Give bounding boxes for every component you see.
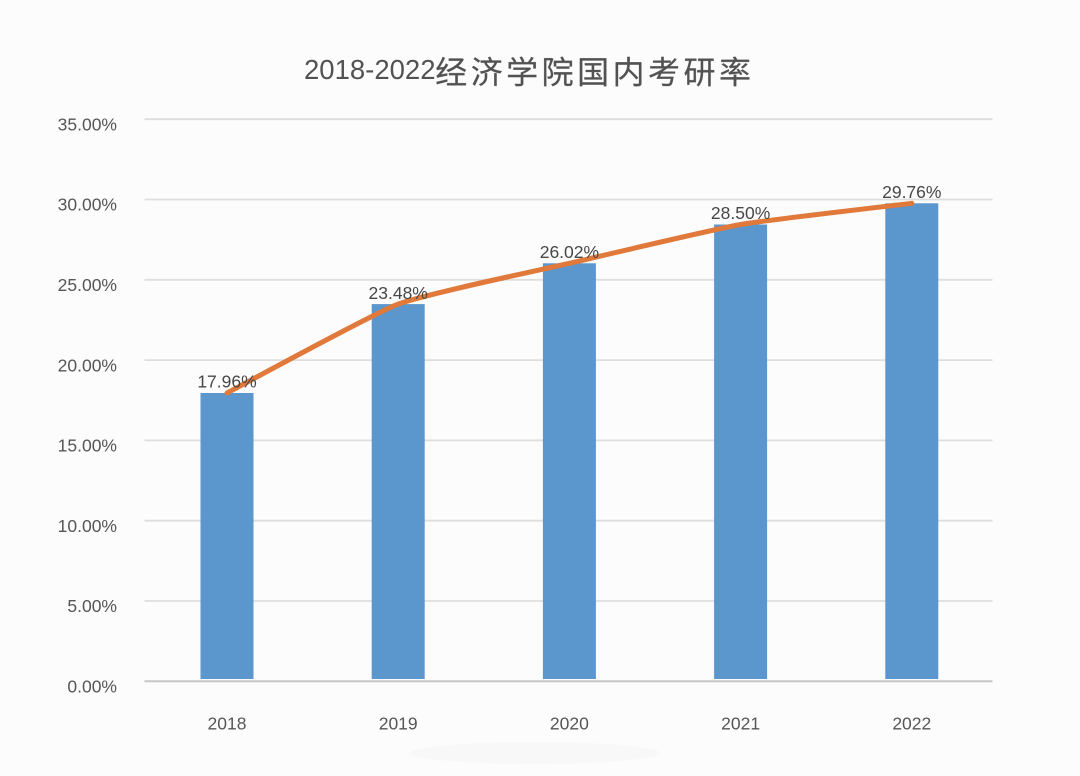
svg-text:20.00%: 20.00% [58, 355, 117, 375]
svg-text:35.00%: 35.00% [58, 114, 117, 134]
svg-text:30.00%: 30.00% [58, 195, 117, 215]
svg-text:2019: 2019 [379, 714, 418, 734]
svg-text:10.00%: 10.00% [58, 516, 117, 536]
svg-text:2021: 2021 [721, 714, 760, 734]
svg-text:15.00%: 15.00% [58, 436, 117, 456]
svg-text:2018: 2018 [208, 714, 247, 734]
svg-text:2020: 2020 [550, 714, 589, 734]
svg-text:0.00%: 0.00% [67, 677, 117, 697]
svg-text:2018-2022: 2018-2022 [304, 54, 436, 85]
svg-text:17.96%: 17.96% [197, 372, 256, 392]
svg-text:5.00%: 5.00% [67, 596, 117, 616]
svg-text:28.50%: 28.50% [711, 203, 770, 223]
svg-text:25.00%: 25.00% [58, 275, 117, 295]
svg-text:29.76%: 29.76% [882, 182, 941, 202]
svg-text:23.48%: 23.48% [369, 283, 428, 303]
svg-text:26.02%: 26.02% [540, 242, 599, 262]
svg-text:2022: 2022 [892, 714, 931, 734]
